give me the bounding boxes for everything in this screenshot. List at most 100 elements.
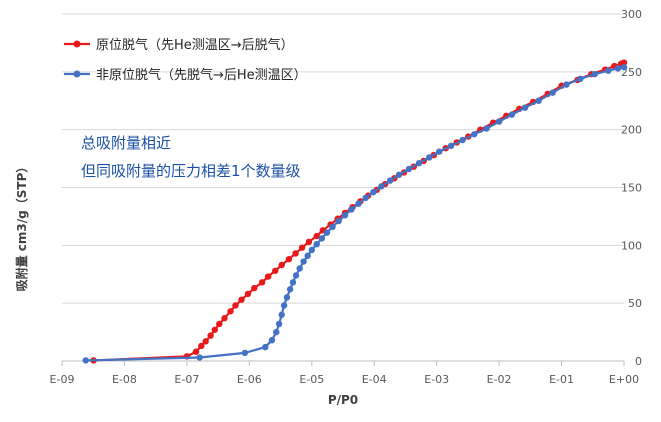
data-point (483, 125, 490, 132)
x-tick-label: E-02 (487, 373, 512, 386)
x-tick-label: E-04 (362, 373, 387, 386)
data-point (273, 328, 280, 336)
data-point (313, 240, 320, 248)
data-point (362, 194, 369, 202)
data-point (227, 308, 234, 315)
x-tick-label: E-03 (424, 373, 449, 386)
series-line (93, 61, 625, 362)
x-tick-label: E+00 (609, 373, 639, 386)
x-axis-label: P/P0 (328, 393, 358, 407)
y-axis-label: 吸附量 cm3/g（STP） (14, 161, 29, 292)
data-point (620, 64, 628, 71)
gridlines (62, 13, 624, 304)
data-point (614, 65, 622, 72)
data-point (563, 81, 570, 88)
data-point (196, 354, 203, 361)
data-point (280, 302, 288, 309)
legend-label: 原位脱气（先He测温区→后脱气） (96, 37, 294, 53)
data-point (211, 326, 219, 333)
legend-marker (73, 40, 81, 48)
x-tick-label: E-08 (112, 373, 137, 386)
x-tick-label: E-05 (299, 373, 324, 386)
data-point (298, 244, 306, 251)
axes (61, 360, 625, 366)
data-point (329, 223, 336, 231)
data-point (313, 232, 320, 240)
data-point (296, 265, 303, 272)
data-point (370, 188, 377, 196)
data-point (272, 267, 279, 274)
data-point (591, 70, 598, 78)
data-point (335, 217, 342, 225)
data-point (292, 272, 300, 279)
x-tick-label: E-07 (174, 373, 199, 386)
data-point (268, 336, 276, 344)
data-point (278, 311, 285, 318)
data-point (258, 279, 266, 286)
data-point (395, 171, 403, 178)
y-tick-label: 200 (621, 124, 642, 137)
data-point (241, 349, 249, 357)
y-tick-label: 50 (628, 297, 642, 310)
data-point (192, 348, 200, 355)
data-point (436, 148, 443, 155)
data-point (405, 165, 413, 173)
data-point (300, 258, 307, 265)
data-point (605, 67, 612, 74)
data-point (82, 357, 89, 364)
data-point (508, 111, 516, 118)
legend-marker (73, 70, 81, 78)
x-tick-label: E-06 (237, 373, 262, 386)
y-tick-label: 0 (635, 355, 642, 368)
data-point (207, 332, 214, 339)
data-point (386, 177, 394, 184)
data-point (341, 212, 349, 219)
data-point (275, 320, 283, 328)
data-point (447, 142, 455, 150)
annotation-line-1: 总吸附量相近 (81, 134, 171, 152)
data-point (305, 238, 313, 246)
data-point (415, 160, 423, 167)
data-point (238, 296, 245, 303)
series-0 (90, 59, 628, 364)
data-point (283, 294, 291, 301)
series-1 (82, 64, 628, 364)
data-point (292, 250, 299, 257)
data-point (232, 302, 239, 309)
legend-label: 非原位脱气（先脱气→后He测温区） (96, 67, 307, 83)
series-line (85, 66, 625, 362)
data-point (323, 229, 331, 236)
data-point (459, 136, 466, 144)
x-tick-label: E-09 (50, 373, 75, 386)
data-point (308, 246, 315, 254)
x-tick-labels: E-09 E-08 E-07 E-06 E-05 E-04 E-03 E-02 E-01 E+00 (50, 373, 640, 386)
data-point (198, 342, 205, 350)
data-point (244, 290, 252, 298)
data-point (355, 200, 362, 207)
data-point (495, 118, 503, 125)
legend: 原位脱气（先He测温区→后脱气） 非原位脱气（先脱气→后He测温区） (64, 37, 307, 83)
annotation-line-2: 但同吸附量的压力相差1个数量级 (81, 162, 301, 180)
data-point (264, 273, 272, 280)
y-tick-label: 150 (621, 182, 642, 195)
data-point (202, 338, 209, 345)
data-point (549, 89, 556, 96)
data-point (318, 235, 326, 242)
data-point (278, 261, 285, 269)
data-point (426, 154, 433, 161)
legend-item-0: 原位脱气（先He测温区→后脱气） (64, 37, 294, 53)
data-point (286, 286, 294, 293)
data-point (378, 183, 385, 190)
data-point (289, 279, 297, 286)
y-tick-label: 100 (621, 239, 642, 252)
data-point (535, 97, 542, 104)
x-tick-label: E-01 (549, 373, 574, 386)
data-point (262, 343, 269, 351)
data-point (348, 206, 355, 213)
data-point (216, 320, 223, 328)
series-layer (82, 59, 628, 364)
data-point (577, 75, 584, 82)
y-tick-label: 300 (621, 8, 642, 21)
